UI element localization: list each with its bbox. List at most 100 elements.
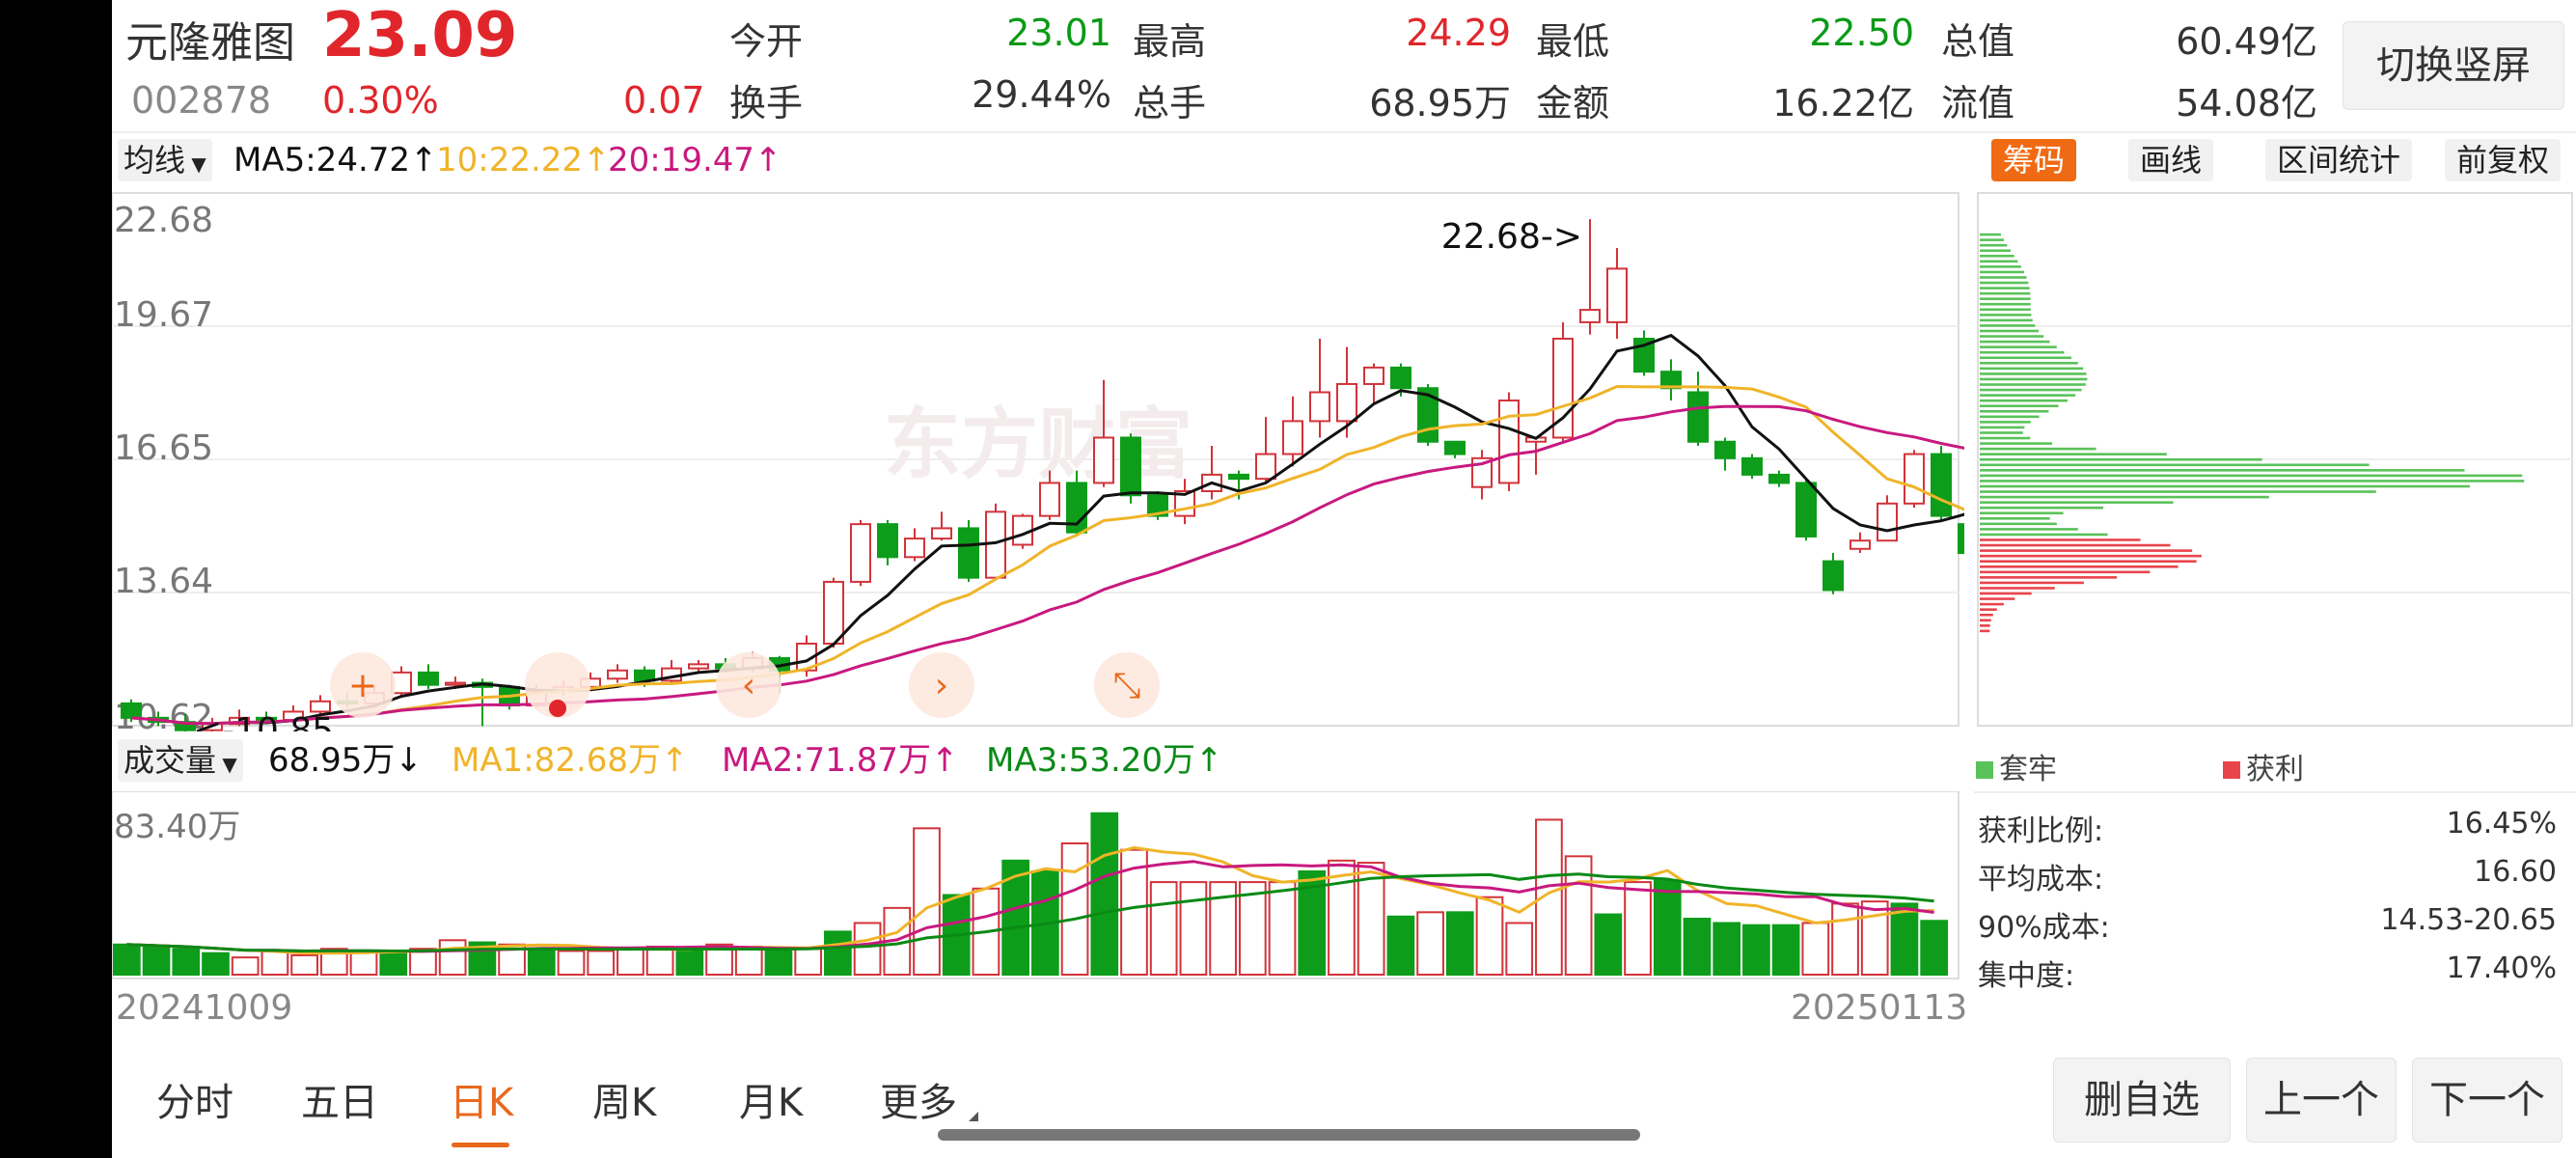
switch-portrait-button[interactable]: 切换竖屏	[2343, 21, 2564, 110]
ma20-value: 20:19.47↑	[608, 141, 782, 179]
volume-bar	[142, 946, 171, 976]
stat-label: 换手	[729, 82, 804, 124]
volume-bar	[527, 948, 556, 977]
candle-body	[1444, 440, 1466, 455]
previous-stock-button[interactable]: 上一个	[2246, 1058, 2397, 1143]
tab-intraday[interactable]: 分时	[156, 1081, 233, 1125]
stat-label: 金额	[1536, 82, 1610, 124]
forward-adjust-button[interactable]: 前复权	[2445, 139, 2562, 181]
volume-bar	[645, 946, 674, 976]
candle	[1390, 363, 1411, 397]
candlestick-chart[interactable]: 东方财富22.6819.6716.6513.6410.6222.68-><-10…	[112, 191, 1964, 731]
volume-bar	[1238, 881, 1267, 976]
candle	[850, 519, 871, 587]
volume-bar	[913, 827, 941, 977]
candle	[904, 528, 925, 562]
button-bg	[330, 652, 396, 718]
tab-monthly-k[interactable]: 月K	[739, 1081, 804, 1125]
ma-selector[interactable]: 均线 ▼	[118, 139, 212, 181]
stat-value: 29.44%	[972, 73, 1111, 116]
remove-watchlist-button[interactable]: 删自选	[2053, 1058, 2231, 1143]
stat-value: 16.22亿	[1772, 82, 1914, 124]
next-stock-button[interactable]: 下一个	[2412, 1058, 2562, 1143]
candle	[1904, 450, 1925, 509]
chip-bar	[1980, 308, 2031, 312]
chip-bar	[1980, 394, 2076, 397]
volume-bar	[1386, 915, 1415, 977]
chip-bar	[1980, 329, 2040, 333]
chip-bar	[1980, 469, 2465, 472]
candle-body	[958, 527, 979, 579]
chip-bar	[1980, 506, 2104, 510]
chip-bar	[1980, 281, 2029, 285]
watermark: 东方财富	[884, 400, 1192, 489]
chip-bar	[1980, 356, 2072, 360]
price-change-pct: 0.30%	[322, 79, 439, 122]
candle-body	[1039, 482, 1060, 517]
volume-bar	[557, 950, 586, 976]
draw-line-button[interactable]: 画线	[2128, 139, 2214, 181]
chip-bar	[1980, 570, 2151, 574]
button-bg	[525, 652, 590, 718]
volume-bar	[202, 951, 230, 977]
candle-body	[1579, 309, 1601, 323]
event-dot-icon	[549, 700, 566, 717]
candle	[1958, 523, 1964, 555]
chip-bar	[1980, 318, 2033, 322]
plus-icon: +	[348, 666, 377, 705]
candle-body	[1309, 391, 1330, 423]
chips-button[interactable]: 筹码	[1991, 139, 2077, 181]
price-axis-label: 19.67	[114, 295, 213, 335]
candle	[1660, 359, 1682, 401]
ma10-value: 10:22.22↑	[436, 141, 611, 179]
candle-body	[931, 527, 952, 540]
candle	[1741, 454, 1763, 480]
candle	[958, 519, 979, 582]
chevron-down-icon: ▼	[185, 152, 206, 176]
candle	[1039, 470, 1060, 520]
home-indicator-bar[interactable]	[938, 1129, 1640, 1141]
price-axis-label: 16.65	[114, 428, 213, 468]
candle	[391, 666, 412, 698]
volume-selector-label: 成交量	[123, 742, 217, 779]
chip-bar	[1980, 528, 2078, 531]
volume-bar	[1298, 869, 1327, 976]
tab-more[interactable]: 更多	[880, 1081, 957, 1125]
scroll-right-button[interactable]: ›	[909, 652, 974, 718]
candle-body	[1228, 473, 1249, 481]
zoom-reset-button[interactable]: ⤡	[1094, 652, 1160, 718]
range-stats-button[interactable]: 区间统计	[2265, 139, 2413, 181]
tab-daily-k[interactable]: 日K	[450, 1081, 514, 1125]
candle-body	[607, 669, 628, 680]
chip-distribution-chart	[1977, 192, 2573, 727]
chip-bar	[1980, 581, 2084, 585]
chip-bar	[1980, 254, 2014, 258]
chip-bar	[1980, 490, 2376, 493]
chip-bar	[1980, 260, 2018, 263]
volume-bar	[1683, 918, 1712, 976]
stat-value: 23.01	[1006, 12, 1111, 54]
legend-profit: 获利	[2223, 745, 2304, 787]
candle-body	[1147, 494, 1168, 517]
chip-bar	[1980, 484, 2470, 488]
marker-button[interactable]	[330, 652, 396, 718]
chip-bar	[1980, 421, 2031, 424]
scroll-left-button[interactable]: ‹	[716, 652, 781, 718]
chip-bar	[1980, 624, 1990, 627]
volume-selector[interactable]: 成交量 ▼	[118, 739, 243, 782]
candle	[1309, 338, 1330, 438]
tab-weekly-k[interactable]: 周K	[592, 1081, 657, 1125]
chip-bar	[1980, 501, 2174, 504]
price-axis-label: 22.68	[114, 201, 213, 240]
volume-bar	[1831, 902, 1859, 976]
candle	[418, 664, 439, 689]
chip-bar	[1980, 480, 2525, 482]
volume-bar	[379, 951, 408, 977]
chip-bar	[1980, 522, 2057, 526]
candle	[1714, 437, 1736, 471]
marker-button-2[interactable]	[525, 652, 590, 718]
volume-chart[interactable]: 83.40万	[112, 791, 1964, 980]
ma5-value: MA5:24.72↑	[233, 141, 438, 179]
stat-value: 68.95万	[1369, 82, 1511, 124]
tab-five-day[interactable]: 五日	[301, 1081, 378, 1125]
